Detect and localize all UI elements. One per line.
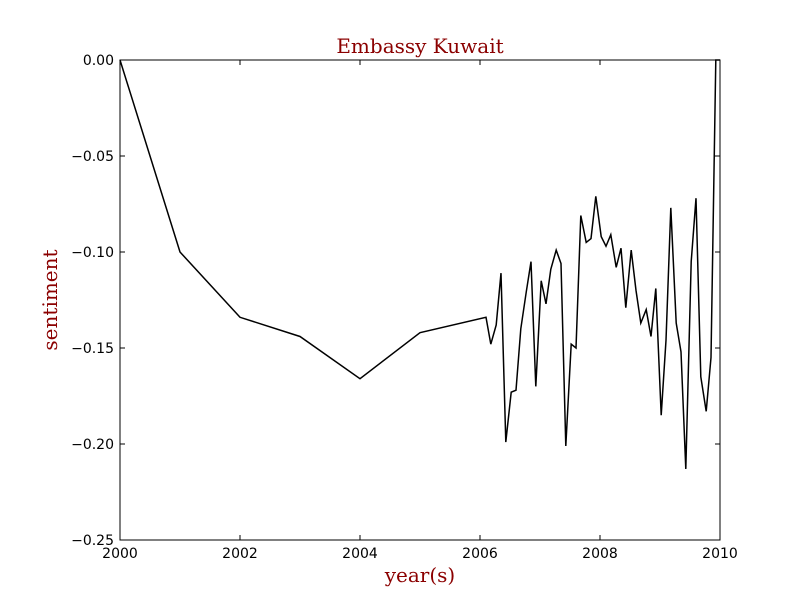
x-tick-label: 2006 <box>462 546 498 562</box>
x-tick-label: 2010 <box>702 546 738 562</box>
y-axis: 0.00 −0.05 −0.10 −0.15 −0.20 −0.25 <box>71 53 720 549</box>
plot-frame <box>119 59 721 541</box>
y-tick-label: −0.15 <box>71 341 114 357</box>
y-axis-label: sentiment <box>38 249 62 350</box>
x-axis: 2000 2002 2004 2006 2008 2010 <box>102 60 738 562</box>
series-layer <box>119 59 720 469</box>
y-tick-label: −0.20 <box>71 437 114 453</box>
x-tick-label: 2000 <box>102 546 138 562</box>
x-axis-label: year(s) <box>384 563 456 587</box>
y-tick-label: −0.25 <box>71 533 114 549</box>
chart-title: Embassy Kuwait <box>336 34 503 58</box>
y-tick-label: −0.05 <box>71 149 114 165</box>
y-tick-label: 0.00 <box>83 53 114 69</box>
series-line-0 <box>119 59 720 469</box>
y-tick-label: −0.10 <box>71 245 114 261</box>
x-tick-label: 2004 <box>342 546 378 562</box>
x-tick-label: 2002 <box>222 546 258 562</box>
x-tick-label: 2008 <box>582 546 618 562</box>
